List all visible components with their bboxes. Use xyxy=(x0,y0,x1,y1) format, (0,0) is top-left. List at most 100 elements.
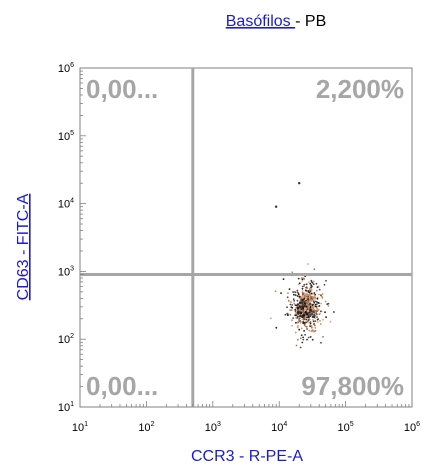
chart-title-link[interactable]: Basófilos xyxy=(226,13,295,30)
data-point xyxy=(301,280,304,282)
data-point xyxy=(315,282,318,285)
data-point xyxy=(303,324,306,327)
data-point xyxy=(315,305,318,308)
outlier-point xyxy=(274,205,278,208)
data-point xyxy=(309,282,312,285)
data-point xyxy=(291,271,294,274)
data-point xyxy=(301,291,304,294)
data-point xyxy=(316,309,319,311)
data-point xyxy=(321,297,324,299)
data-point xyxy=(297,324,299,327)
data-point xyxy=(324,311,326,314)
data-point xyxy=(289,303,292,306)
data-point xyxy=(309,321,312,323)
x-tick-label: 103 xyxy=(205,421,221,434)
x-tick-label: 104 xyxy=(271,421,287,434)
data-point xyxy=(302,300,305,303)
data-point xyxy=(310,330,313,332)
data-point xyxy=(293,293,295,296)
data-point xyxy=(295,317,297,319)
data-point xyxy=(325,316,327,319)
data-point xyxy=(315,289,318,292)
data-point xyxy=(270,317,272,320)
data-point xyxy=(312,280,315,283)
data-point xyxy=(303,278,306,280)
chart-title: Basófilos - PB xyxy=(226,13,327,30)
data-point xyxy=(291,324,293,327)
data-point xyxy=(305,290,308,292)
data-point xyxy=(306,316,308,319)
data-point xyxy=(302,336,304,339)
data-point xyxy=(315,315,318,318)
data-point xyxy=(307,281,310,283)
data-point xyxy=(296,289,299,292)
data-point xyxy=(333,311,335,313)
data-point xyxy=(321,293,324,295)
data-point xyxy=(280,292,282,294)
data-point xyxy=(298,301,302,305)
data-point xyxy=(308,318,311,321)
data-point xyxy=(294,331,297,334)
data-point xyxy=(312,330,314,333)
data-point xyxy=(292,317,295,319)
data-point xyxy=(314,309,317,312)
y-tick-label: 104 xyxy=(58,198,74,211)
data-point xyxy=(300,327,303,330)
data-point xyxy=(310,325,313,327)
data-point xyxy=(318,288,321,291)
data-point xyxy=(304,333,306,336)
data-point xyxy=(316,297,319,300)
data-point xyxy=(311,338,314,341)
data-point xyxy=(292,291,294,293)
data-point xyxy=(312,318,314,321)
data-point xyxy=(287,292,289,294)
data-point xyxy=(286,296,289,299)
data-point xyxy=(303,283,306,286)
data-point xyxy=(306,328,308,330)
data-point xyxy=(274,290,277,293)
data-point xyxy=(313,268,316,271)
data-point xyxy=(295,304,297,307)
outlier-point xyxy=(297,181,301,185)
y-tick-label: 103 xyxy=(58,265,74,278)
data-point xyxy=(300,307,304,311)
data-point xyxy=(302,338,305,341)
data-point xyxy=(307,290,310,293)
data-point xyxy=(306,338,308,341)
data-point xyxy=(301,295,305,299)
data-point xyxy=(313,295,316,298)
y-tick-label: 101 xyxy=(58,401,74,414)
data-point xyxy=(308,329,311,332)
data-point xyxy=(320,294,322,297)
x-tick-label: 102 xyxy=(138,421,154,434)
data-point xyxy=(284,313,287,316)
data-point xyxy=(327,302,330,305)
data-point xyxy=(313,314,316,317)
y-tick-label: 102 xyxy=(58,333,74,346)
data-point xyxy=(309,308,312,312)
data-point xyxy=(298,282,301,285)
y-tick-label: 106 xyxy=(58,62,74,75)
data-point xyxy=(301,285,304,288)
data-point xyxy=(318,293,320,296)
data-point xyxy=(300,320,303,323)
data-point xyxy=(312,310,315,313)
data-point xyxy=(310,284,313,286)
data-point xyxy=(302,321,305,324)
data-point xyxy=(309,336,312,338)
data-point xyxy=(294,312,297,314)
data-point xyxy=(275,326,278,329)
data-point xyxy=(305,312,309,316)
data-point xyxy=(290,309,293,311)
data-point xyxy=(313,324,316,326)
data-point xyxy=(311,328,314,331)
data-point xyxy=(287,314,289,317)
data-point xyxy=(288,288,291,290)
data-point xyxy=(291,306,294,309)
data-point xyxy=(313,293,316,296)
data-point xyxy=(316,313,318,316)
data-point xyxy=(310,286,312,289)
data-point xyxy=(297,283,300,286)
data-point xyxy=(308,287,311,290)
